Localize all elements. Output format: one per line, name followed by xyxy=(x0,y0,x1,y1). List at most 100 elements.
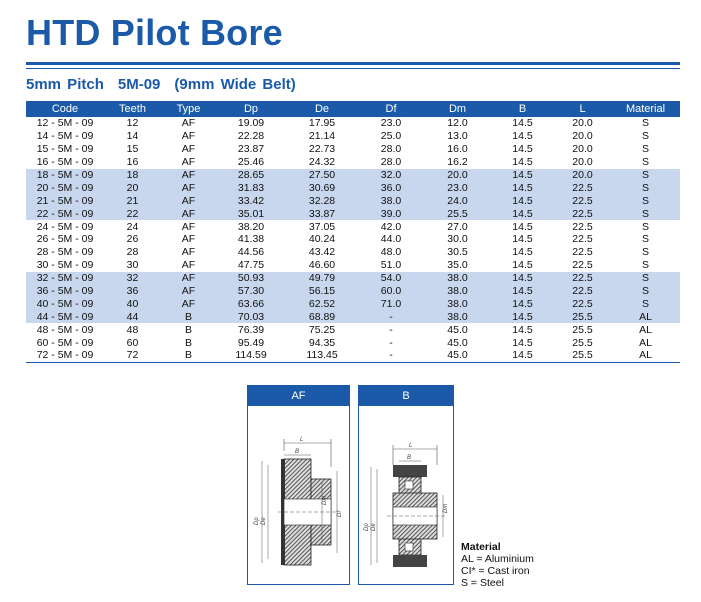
table-row: 30 - 5M - 09 30 AF 47.75 46.60 51.0 35.0 14.5 22… xyxy=(26,259,680,272)
af-de-label: De xyxy=(261,517,267,525)
af-length-label: L xyxy=(300,437,303,443)
table-cell-df: 60.0 xyxy=(358,284,424,298)
table-cell-dp: 114.59 xyxy=(235,349,267,362)
table-cell-de: 33.87 xyxy=(286,207,358,221)
table-row: 72 - 5M - 09 72 B 114.59 113.45 - 45.0 14.5 25.5… xyxy=(26,349,680,362)
table-cell-df: 23.0 xyxy=(380,117,402,130)
table-cell-de: 24.32 xyxy=(308,156,336,169)
table-cell-dp: 70.03 xyxy=(216,310,286,324)
table-cell-material: S xyxy=(611,168,680,182)
table-cell-de: 56.15 xyxy=(286,284,358,298)
table-cell-dp: 38.20 xyxy=(237,220,265,233)
table-cell-material: AL xyxy=(639,336,652,349)
table-cell-teeth: 16 xyxy=(126,156,139,169)
table-cell-df: 51.0 xyxy=(380,259,402,272)
table-cell-dm: 16.0 xyxy=(447,143,468,156)
table-cell-teeth: 72 xyxy=(126,349,139,362)
table-row: 24 - 5M - 09 24 AF 38.20 37.05 42.0 27.0 14.5 22… xyxy=(26,220,680,233)
table-cell-dm: 25.5 xyxy=(424,207,491,221)
table-cell-dp: 47.75 xyxy=(237,259,265,272)
table-cell-type: AF xyxy=(161,194,216,208)
table-cell-code: 22 - 5M - 09 xyxy=(26,207,104,221)
table-row: 14 - 5M - 09 14 AF 22.28 21.14 25.0 13.0 14.5 20… xyxy=(26,130,680,143)
table-cell-b: 14.5 xyxy=(491,168,554,182)
table-cell-l: 22.5 xyxy=(572,220,593,233)
table-cell-dp: 95.49 xyxy=(237,336,265,349)
material-legend: Material AL = Aluminium CI* = Cast iron … xyxy=(461,541,534,589)
table-cell-material: S xyxy=(641,233,649,246)
table-cell-df: - xyxy=(389,349,393,362)
table-cell-de: 113.45 xyxy=(306,349,338,362)
table-row: 21 - 5M - 09 21 AF 33.42 32.28 38.0 24.0 14.5 22… xyxy=(26,194,680,208)
table-cell-df: 44.0 xyxy=(380,233,402,246)
table-cell-dm: 27.0 xyxy=(447,220,468,233)
af-dp-label: Dp xyxy=(254,517,260,525)
table-cell-dp: 50.93 xyxy=(216,271,286,285)
table-cell-de: 62.52 xyxy=(286,297,358,311)
specification-table: Code Teeth Type Dp De Df Dm B L Material 12 - 5M … xyxy=(26,101,680,363)
table-cell-material: AL xyxy=(611,310,680,324)
table-cell-b: 14.5 xyxy=(491,297,554,311)
table-cell-df: 39.0 xyxy=(358,207,424,221)
table-cell-df: 71.0 xyxy=(358,297,424,311)
table-cell-code: 15 - 5M - 09 xyxy=(36,143,94,156)
table-cell-material: S xyxy=(611,297,680,311)
drawing-header-af: AF xyxy=(248,386,349,406)
table-cell-dm: 24.0 xyxy=(424,194,491,208)
pitch-label: 5mm Pitch xyxy=(26,76,104,93)
b-b-label: B xyxy=(407,455,411,461)
table-cell-type: AF xyxy=(161,207,216,221)
b-pulley-drawing: L B Dp De Dm xyxy=(364,443,449,567)
table-cell-type: AF xyxy=(181,130,196,143)
table-cell-l: 20.0 xyxy=(572,143,593,156)
table-cell-teeth: 40 xyxy=(104,297,161,311)
table-cell-material: S xyxy=(641,156,649,169)
table-cell-de: 37.05 xyxy=(308,220,336,233)
b-length-label: L xyxy=(409,443,412,449)
table-cell-b: 14.5 xyxy=(512,220,533,233)
table-cell-de: 94.35 xyxy=(308,336,336,349)
table-cell-l: 22.5 xyxy=(572,233,593,246)
b-dm-label: Dm xyxy=(443,504,449,513)
table-cell-material: S xyxy=(641,246,649,259)
table-cell-b: 14.5 xyxy=(512,349,533,362)
table-cell-l: 25.5 xyxy=(554,310,611,324)
title-rule-thick xyxy=(26,62,680,65)
table-cell-code: 28 - 5M - 09 xyxy=(36,246,94,259)
table-cell-l: 20.0 xyxy=(554,168,611,182)
column-header-dp: Dp xyxy=(216,101,286,117)
table-cell-type: AF xyxy=(181,117,196,130)
table-cell-type: AF xyxy=(161,181,216,195)
table-cell-code: 16 - 5M - 09 xyxy=(36,156,94,169)
table-cell-l: 22.5 xyxy=(572,259,593,272)
table-cell-code: 12 - 5M - 09 xyxy=(36,117,94,130)
b-de-label: De xyxy=(371,523,377,531)
series-code: 5M-09 xyxy=(117,76,161,93)
table-cell-material: S xyxy=(641,259,649,272)
table-cell-dp: 31.83 xyxy=(216,181,286,195)
table-cell-material: S xyxy=(641,117,649,130)
af-pulley-drawing: L B Dp De Dm Df xyxy=(254,437,343,566)
table-cell-type: AF xyxy=(181,156,196,169)
table-cell-dm: 16.2 xyxy=(447,156,468,169)
table-cell-df: 48.0 xyxy=(380,246,402,259)
table-cell-b: 14.5 xyxy=(491,194,554,208)
table-cell-material: S xyxy=(611,284,680,298)
table-cell-df: 28.0 xyxy=(380,156,402,169)
table-row: 60 - 5M - 09 60 B 95.49 94.35 - 45.0 14.5 25.5 AL xyxy=(26,336,680,349)
table-cell-teeth: 32 xyxy=(104,271,161,285)
table-cell-teeth: 12 xyxy=(126,117,139,130)
table-cell-dp: 25.46 xyxy=(237,156,265,169)
table-cell-dp: 41.38 xyxy=(237,233,265,246)
table-cell-b: 14.5 xyxy=(512,233,533,246)
table-cell-code: 14 - 5M - 09 xyxy=(36,130,94,143)
table-cell-de: 32.28 xyxy=(286,194,358,208)
table-row: 12 - 5M - 09 12 AF 19.09 17.95 23.0 12.0 14.5 20… xyxy=(26,117,680,130)
table-body: 12 - 5M - 09 12 AF 19.09 17.95 23.0 12.0 14.5 20… xyxy=(26,117,680,362)
table-row: 32 - 5M - 09 32 AF 50.93 49.79 54.0 38.0 14.5 22… xyxy=(26,271,680,285)
table-cell-df: 54.0 xyxy=(358,271,424,285)
table-cell-teeth: 24 xyxy=(126,220,139,233)
column-header-dm: Dm xyxy=(424,101,491,117)
table-row: 20 - 5M - 09 20 AF 31.83 30.69 36.0 23.0 14.5 22… xyxy=(26,181,680,195)
table-cell-b: 14.5 xyxy=(491,310,554,324)
